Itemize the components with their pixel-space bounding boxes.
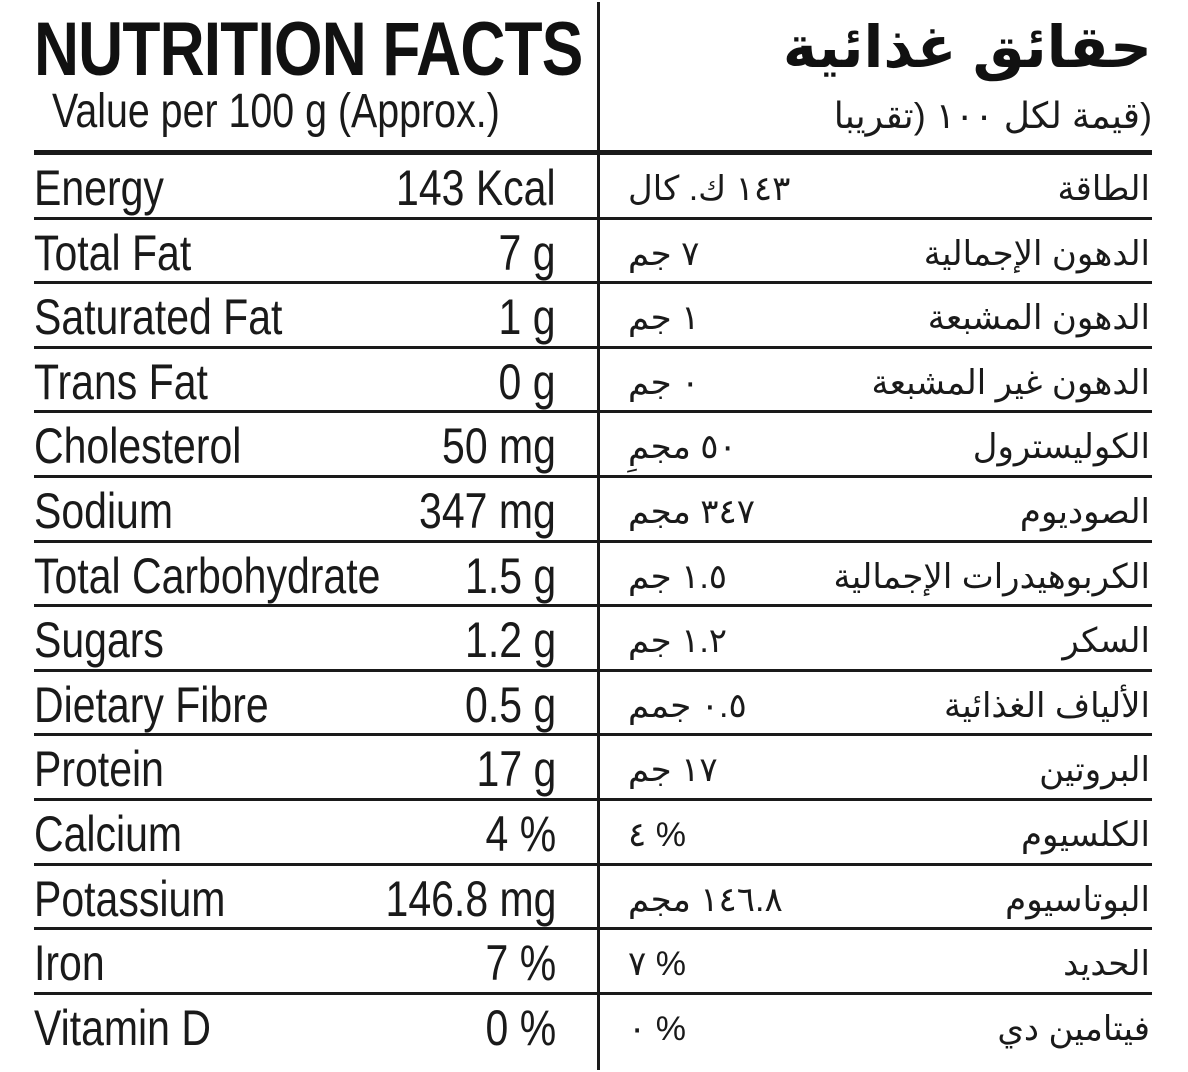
row-rule [34,733,1152,737]
row-rule [34,281,1152,285]
nutrient-name-english: Iron [34,935,105,992]
nutrient-value-english: 50 mg [442,418,556,475]
nutrient-row: Vitamin D 0 % ٠ % فيتامين دي [0,995,1188,1060]
nutrient-value-english: 146.8 mg [385,870,556,927]
nutrient-row: Sodium 347 mg ٣٤٧ مجم الصوديوم [0,478,1188,543]
nutrient-name-english: Calcium [34,805,183,862]
nutrient-name-arabic: الكلسيوم [1020,815,1150,854]
nutrient-name-english: Cholesterol [34,418,242,475]
nutrient-value-english: 17 g [476,741,556,798]
row-rule [34,539,1152,543]
row-rule [34,797,1152,801]
row-rule [34,991,1152,995]
nutrient-value-arabic: ١ جم [628,299,700,338]
nutrient-value-arabic: ٣٤٧ مجم [628,492,756,531]
nutrient-value-english: 0 % [485,999,556,1056]
nutrient-value-english: 4 % [485,805,556,862]
nutrient-name-english: Trans Fat [34,353,208,410]
nutrient-name-english: Protein [34,741,164,798]
nutrient-name-arabic: الكربوهيدرات الإجمالية [833,557,1150,596]
nutrient-value-english: 0 g [498,353,556,410]
nutrient-name-arabic: الكوليسترول [972,428,1150,467]
nutrient-value-english: 347 mg [419,482,556,539]
row-rule [34,410,1152,414]
nutrient-value-arabic: ٠.٥ جمم [628,686,747,725]
nutrient-row: Iron 7 % ٧ % الحديد [0,930,1188,995]
nutrient-value-english: 1.2 g [464,612,556,669]
row-rule [34,474,1152,478]
nutrient-name-arabic: الحديد [1063,945,1150,984]
nutrient-value-arabic: ١.٥ جم [628,557,728,596]
subtitle-arabic: (قيمة لكل ١٠٠ (تقريبا [833,95,1152,136]
nutrient-row: Total Fat 7 g ٧ جم الدهون الإجمالية [0,220,1188,285]
row-rule [34,668,1152,672]
nutrient-name-arabic: الدهون المشبعة [927,299,1150,338]
row-rule [34,345,1152,349]
nutrient-name-english: Sugars [34,612,164,669]
nutrient-table: Energy 143 Kcal ١٤٣ ك. كال الطاقة Total Fat 7… [0,155,1188,1059]
nutrient-name-english: Total Carbohydrate [34,547,381,604]
nutrient-value-arabic: ١٤٦.٨ مجم [628,880,783,919]
nutrient-row: Potassium 146.8 mg ١٤٦.٨ مجم البوتاسيوم [0,866,1188,931]
column-divider [597,2,600,1070]
nutrient-name-arabic: الدهون الإجمالية [923,234,1150,273]
nutrient-name-arabic: البروتين [1039,751,1150,790]
subtitle-english: Value per 100 g (Approx.) [52,85,500,138]
nutrient-value-arabic: ٤ % [628,815,686,854]
nutrient-name-arabic: السكر [1062,622,1150,661]
nutrient-value-english: 1.5 g [464,547,556,604]
nutrient-name-english: Energy [34,160,164,216]
nutrient-name-english: Sodium [34,482,174,539]
nutrient-row: Energy 143 Kcal ١٤٣ ك. كال الطاقة [0,155,1188,220]
nutrient-value-english: 1 g [498,289,556,346]
nutrient-name-arabic: الطاقة [1057,170,1150,208]
nutrient-value-arabic: ٧ جم [628,234,700,273]
nutrient-name-english: Total Fat [34,224,192,281]
nutrient-value-arabic: ٠ جم [628,363,700,402]
nutrient-row: Total Carbohydrate 1.5 g ١.٥ جم الكربوهيدرا… [0,543,1188,608]
nutrient-row: Cholesterol 50 mg ٥٠ مجمِ الكوليسترول [0,413,1188,478]
nutrient-value-arabic: ٠ % [628,1009,686,1048]
row-rule [34,927,1152,931]
row-rule [34,604,1152,608]
row-rule [34,216,1152,220]
nutrient-row: Sugars 1.2 g ١.٢ جم السكر [0,607,1188,672]
nutrient-value-arabic: ١٧ جم [628,751,718,790]
nutrient-value-english: 7 % [485,935,556,992]
row-rule [34,862,1152,866]
title-arabic: حقائق غذائية [782,15,1152,80]
nutrient-name-english: Dietary Fibre [34,676,269,733]
nutrient-row: Dietary Fibre 0.5 g ٠.٥ جمم الألياف الغذائي… [0,672,1188,737]
nutrient-value-arabic: ١.٢ جم [628,622,728,661]
nutrient-name-arabic: الألياف الغذائية [944,686,1150,725]
nutrient-value-arabic: ٥٠ مجمِ [628,428,737,467]
nutrient-row: Calcium 4 % ٤ % الكلسيوم [0,801,1188,866]
nutrient-row: Trans Fat 0 g ٠ جم الدهون غير المشبعة [0,349,1188,414]
nutrient-name-english: Saturated Fat [34,289,283,346]
nutrient-value-arabic: ١٤٣ ك. كال [628,170,791,208]
nutrient-value-english: 0.5 g [464,676,556,733]
header-rule [34,150,1152,155]
nutrient-name-arabic: الدهون غير المشبعة [871,363,1151,402]
nutrient-name-english: Vitamin D [34,999,211,1056]
nutrient-value-english: 143 Kcal [396,160,556,216]
nutrient-value-arabic: ٧ % [628,945,686,984]
nutrient-row: Protein 17 g ١٧ جم البروتين [0,736,1188,801]
nutrient-name-english: Potassium [34,870,226,927]
nutrient-row: Saturated Fat 1 g ١ جم الدهون المشبعة [0,284,1188,349]
nutrient-name-arabic: فيتامين دي [997,1009,1150,1048]
nutrient-name-arabic: البوتاسيوم [1005,880,1150,919]
nutrient-value-english: 7 g [498,224,556,281]
title-english: NUTRITION FACTS [34,7,583,92]
nutrient-name-arabic: الصوديوم [1019,492,1150,531]
